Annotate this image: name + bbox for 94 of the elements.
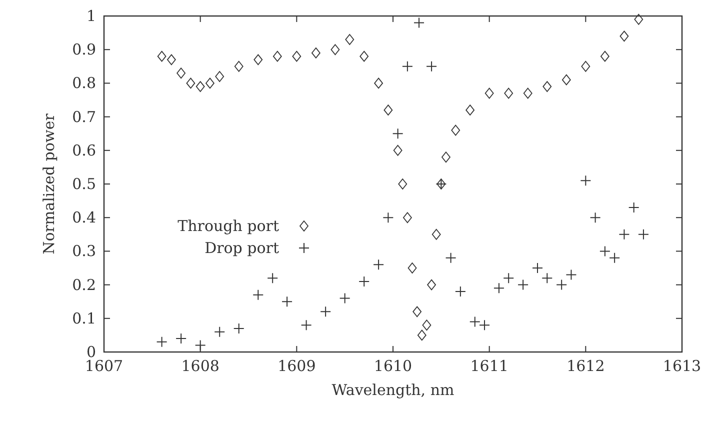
y-tick-label: 0.7 bbox=[72, 108, 96, 126]
point bbox=[427, 279, 436, 290]
point bbox=[469, 316, 480, 328]
point bbox=[234, 60, 244, 72]
point bbox=[194, 340, 206, 351]
point bbox=[556, 279, 568, 290]
point bbox=[214, 326, 226, 338]
x-tick-label: 1613 bbox=[662, 357, 702, 375]
y-tick-label: 0.5 bbox=[72, 175, 96, 193]
point bbox=[628, 202, 640, 214]
point bbox=[638, 228, 649, 240]
y-tick-label: 1 bbox=[86, 7, 96, 25]
point bbox=[618, 228, 630, 240]
point bbox=[403, 212, 412, 224]
point bbox=[523, 88, 532, 99]
point bbox=[166, 54, 176, 66]
x-tick-label: 1609 bbox=[278, 357, 316, 375]
point bbox=[414, 17, 425, 28]
legend-label: Through port bbox=[178, 217, 279, 235]
point bbox=[599, 246, 610, 257]
y-tick-label: 0.1 bbox=[72, 309, 96, 328]
y-tick-label: 0.6 bbox=[72, 141, 96, 160]
point bbox=[479, 320, 490, 331]
point bbox=[292, 50, 302, 62]
point bbox=[581, 60, 590, 72]
point bbox=[454, 286, 466, 298]
y-tick-label: 0.8 bbox=[72, 74, 96, 92]
point bbox=[562, 74, 571, 86]
point bbox=[620, 30, 629, 42]
x-tick-label: 1612 bbox=[566, 357, 605, 375]
point bbox=[484, 88, 494, 99]
point bbox=[176, 68, 186, 79]
point bbox=[417, 330, 426, 341]
point bbox=[176, 333, 187, 344]
point bbox=[196, 81, 205, 92]
point bbox=[518, 279, 529, 290]
point bbox=[504, 88, 514, 99]
point bbox=[382, 212, 394, 224]
point bbox=[215, 71, 224, 82]
point bbox=[320, 306, 332, 318]
point bbox=[330, 44, 340, 56]
point bbox=[311, 48, 320, 58]
point bbox=[566, 269, 577, 280]
point bbox=[503, 272, 514, 284]
x-axis-title: Wavelength, nm bbox=[332, 381, 454, 399]
y-tick-label: 0.4 bbox=[72, 208, 96, 227]
point bbox=[445, 252, 456, 264]
point bbox=[609, 252, 620, 264]
point bbox=[408, 262, 417, 274]
point bbox=[442, 152, 450, 163]
x-tick-label: 1608 bbox=[181, 357, 220, 375]
point bbox=[393, 144, 402, 156]
y-tick-label: 0.2 bbox=[72, 276, 96, 294]
point bbox=[398, 178, 408, 190]
point bbox=[345, 34, 354, 45]
y-tick-label: 0.3 bbox=[72, 242, 96, 260]
point bbox=[466, 104, 475, 116]
point bbox=[600, 50, 610, 62]
point bbox=[580, 175, 592, 186]
point bbox=[360, 50, 369, 62]
point bbox=[532, 262, 543, 274]
point bbox=[384, 104, 393, 116]
point bbox=[590, 212, 601, 224]
y-axis-title: Normalized power bbox=[40, 112, 58, 254]
point bbox=[392, 128, 404, 140]
point bbox=[358, 276, 370, 287]
legend-label: Drop port bbox=[204, 239, 279, 257]
point bbox=[254, 54, 263, 66]
point bbox=[206, 78, 214, 89]
point bbox=[157, 50, 166, 62]
point bbox=[422, 320, 432, 331]
point bbox=[402, 60, 413, 72]
point bbox=[426, 60, 438, 72]
point bbox=[432, 228, 441, 240]
point bbox=[493, 282, 504, 294]
point bbox=[451, 124, 460, 136]
point bbox=[374, 78, 383, 89]
point bbox=[233, 322, 244, 334]
point bbox=[252, 289, 264, 300]
point bbox=[272, 50, 282, 62]
point bbox=[267, 272, 278, 284]
point bbox=[412, 306, 422, 318]
point bbox=[634, 14, 644, 25]
point bbox=[282, 296, 293, 308]
point bbox=[186, 78, 196, 89]
point bbox=[542, 272, 553, 284]
point bbox=[373, 259, 384, 270]
point bbox=[300, 320, 312, 331]
y-tick-label: 0.9 bbox=[72, 40, 96, 59]
point bbox=[542, 81, 552, 92]
x-tick-label: 1610 bbox=[374, 357, 412, 375]
x-tick-label: 1611 bbox=[470, 357, 508, 375]
point bbox=[339, 292, 350, 304]
point bbox=[156, 336, 168, 348]
